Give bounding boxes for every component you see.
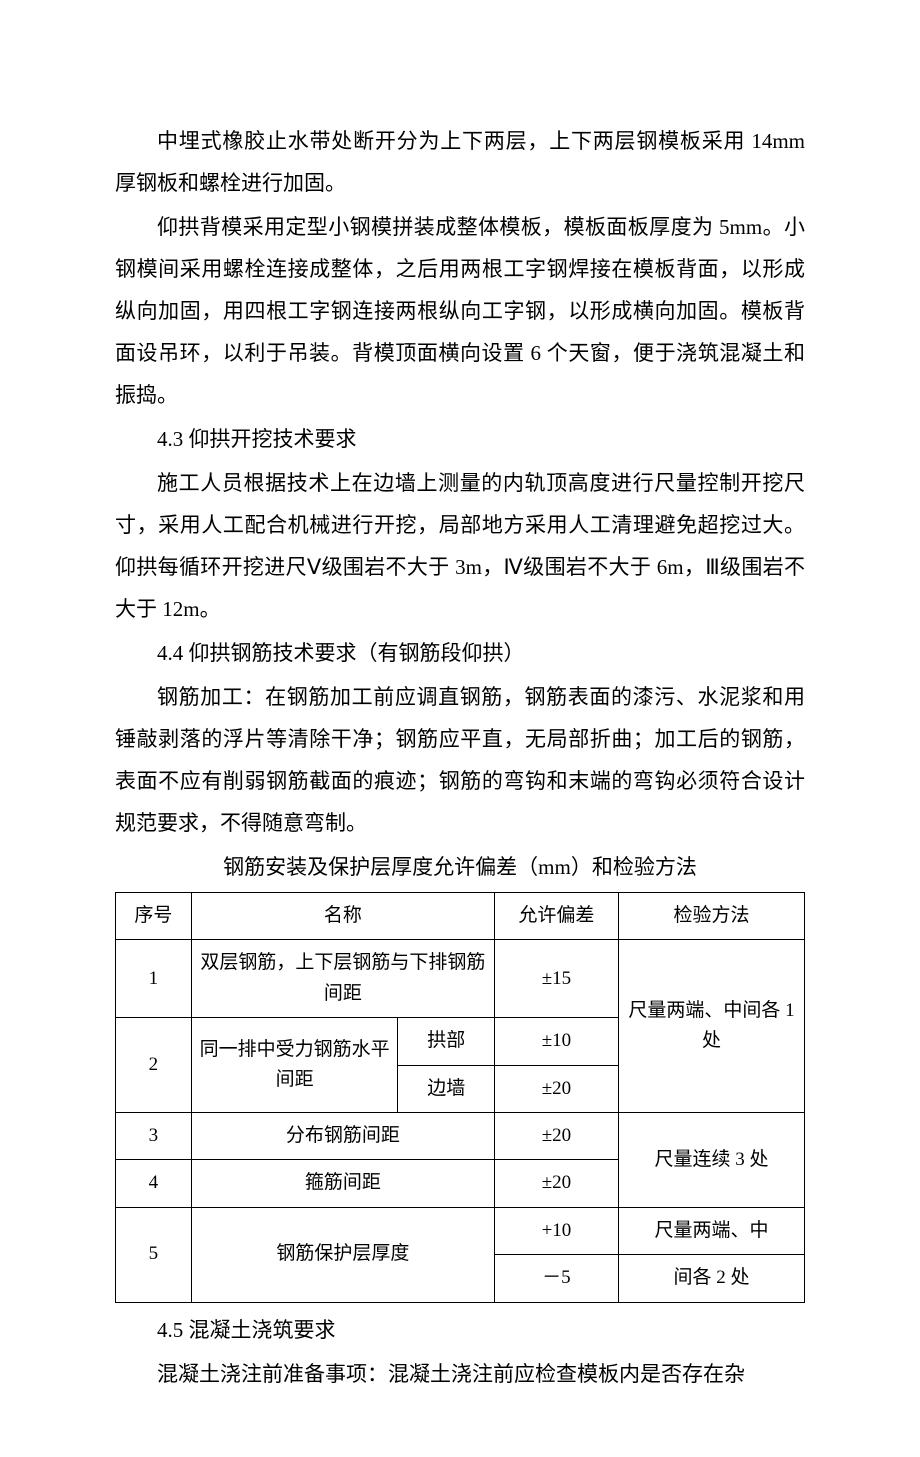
table-cell-method: 尺量两端、中	[618, 1207, 804, 1254]
table-cell-method: 间各 2 处	[618, 1255, 804, 1302]
table-cell-name: 双层钢筋，上下层钢筋与下排钢筋间距	[191, 940, 494, 1018]
table-cell-deviation: －5	[494, 1255, 618, 1302]
rebar-tolerance-table: 序号 名称 允许偏差 检验方法 1 双层钢筋，上下层钢筋与下排钢筋间距 ±15 …	[115, 892, 805, 1303]
table-header-seq: 序号	[116, 893, 192, 940]
table-cell-subname: 拱部	[398, 1018, 494, 1065]
table-cell-deviation: ±20	[494, 1065, 618, 1112]
table-row: 3 分布钢筋间距 ±20 尺量连续 3 处	[116, 1112, 805, 1159]
body-paragraph: 仰拱背模采用定型小钢模拼装成整体模板，模板面板厚度为 5mm。小钢模间采用螺栓连…	[115, 206, 805, 416]
table-cell-deviation: ±10	[494, 1018, 618, 1065]
table-cell-seq: 5	[116, 1207, 192, 1302]
table-row: 5 钢筋保护层厚度 +10 尺量两端、中	[116, 1207, 805, 1254]
section-heading-4-3: 4.3 仰拱开挖技术要求	[115, 418, 805, 460]
table-cell-deviation: ±20	[494, 1112, 618, 1159]
table-header-row: 序号 名称 允许偏差 检验方法	[116, 893, 805, 940]
table-cell-seq: 4	[116, 1160, 192, 1207]
table-cell-name: 箍筋间距	[191, 1160, 494, 1207]
table-cell-name: 同一排中受力钢筋水平间距	[191, 1018, 398, 1113]
table-header-method: 检验方法	[618, 893, 804, 940]
body-paragraph: 中埋式橡胶止水带处断开分为上下两层，上下两层钢模板采用 14mm 厚钢板和螺栓进…	[115, 120, 805, 204]
table-cell-method: 尺量两端、中间各 1 处	[618, 940, 804, 1113]
table-cell-deviation: ±20	[494, 1160, 618, 1207]
table-cell-method: 尺量连续 3 处	[618, 1112, 804, 1207]
table-cell-subname: 边墙	[398, 1065, 494, 1112]
table-cell-deviation: ±15	[494, 940, 618, 1018]
body-paragraph: 混凝土浇注前准备事项：混凝土浇注前应检查模板内是否存在杂	[115, 1353, 805, 1395]
table-cell-deviation: +10	[494, 1207, 618, 1254]
table-caption: 钢筋安装及保护层厚度允许偏差（mm）和检验方法	[115, 846, 805, 888]
table-row: 1 双层钢筋，上下层钢筋与下排钢筋间距 ±15 尺量两端、中间各 1 处	[116, 940, 805, 1018]
table-cell-seq: 3	[116, 1112, 192, 1159]
table-cell-name: 分布钢筋间距	[191, 1112, 494, 1159]
table-header-deviation: 允许偏差	[494, 893, 618, 940]
table-cell-seq: 1	[116, 940, 192, 1018]
table-header-name: 名称	[191, 893, 494, 940]
table-cell-seq: 2	[116, 1018, 192, 1113]
section-heading-4-4: 4.4 仰拱钢筋技术要求（有钢筋段仰拱）	[115, 632, 805, 674]
body-paragraph: 施工人员根据技术上在边墙上测量的内轨顶高度进行尺量控制开挖尺寸，采用人工配合机械…	[115, 462, 805, 630]
body-paragraph: 钢筋加工：在钢筋加工前应调直钢筋，钢筋表面的漆污、水泥浆和用锤敲剥落的浮片等清除…	[115, 676, 805, 844]
table-cell-name: 钢筋保护层厚度	[191, 1207, 494, 1302]
section-heading-4-5: 4.5 混凝土浇筑要求	[115, 1309, 805, 1351]
